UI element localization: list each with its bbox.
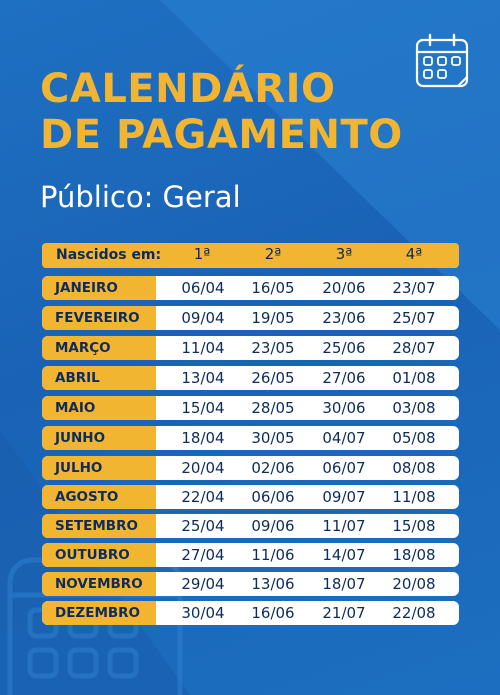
table-row: ABRIL 13/04 26/05 27/06 01/08: [42, 366, 459, 390]
date-cell: 04/07: [322, 429, 366, 447]
title-line-1: CALENDÁRIO: [40, 66, 336, 112]
date-cell: 06/06: [251, 488, 295, 506]
table-row: MAIO 15/04 28/05 30/06 03/08: [42, 396, 459, 420]
date-cell: 30/04: [181, 604, 225, 622]
date-cell: 09/07: [322, 488, 366, 506]
month-label: NOVEMBRO: [42, 572, 156, 596]
date-cell: 08/08: [392, 459, 436, 477]
date-cell: 09/06: [251, 517, 295, 535]
date-cell: 25/07: [392, 309, 436, 327]
date-cell: 30/05: [251, 429, 295, 447]
date-cell: 11/07: [322, 517, 366, 535]
header-label: Nascidos em:: [56, 247, 162, 263]
date-cell: 11/04: [181, 339, 225, 357]
date-cell: 18/04: [181, 429, 225, 447]
date-cell: 27/06: [322, 369, 366, 387]
table-row: OUTUBRO 27/04 11/06 14/07 18/08: [42, 543, 459, 567]
date-cell: 13/04: [181, 369, 225, 387]
table-row: SETEMBRO 25/04 09/06 11/07 15/08: [42, 514, 459, 538]
date-cell: 02/06: [251, 459, 295, 477]
table-header: Nascidos em: 1ª 2ª 3ª 4ª: [42, 243, 459, 268]
month-label: ABRIL: [42, 366, 156, 390]
table-row: JULHO 20/04 02/06 06/07 08/08: [42, 456, 459, 480]
date-cell: 25/06: [322, 339, 366, 357]
month-label: MARÇO: [42, 336, 156, 360]
header-col-1: 1ª: [193, 245, 211, 263]
date-cell: 27/04: [181, 546, 225, 564]
date-cell: 01/08: [392, 369, 436, 387]
date-cell: 06/07: [322, 459, 366, 477]
table-row: DEZEMBRO 30/04 16/06 21/07 22/08: [42, 601, 459, 625]
date-cell: 15/04: [181, 399, 225, 417]
month-label: SETEMBRO: [42, 514, 156, 538]
month-label: JANEIRO: [42, 276, 156, 300]
table-row: JANEIRO 06/04 16/05 20/06 23/07: [42, 276, 459, 300]
date-cell: 23/06: [322, 309, 366, 327]
date-cell: 05/08: [392, 429, 436, 447]
month-label: OUTUBRO: [42, 543, 156, 567]
date-cell: 14/07: [322, 546, 366, 564]
table-row: NOVEMBRO 29/04 13/06 18/07 20/08: [42, 572, 459, 596]
date-cell: 11/06: [251, 546, 295, 564]
date-cell: 03/08: [392, 399, 436, 417]
date-cell: 20/06: [322, 279, 366, 297]
date-cell: 25/04: [181, 517, 225, 535]
date-cell: 18/07: [322, 575, 366, 593]
month-label: AGOSTO: [42, 485, 156, 509]
month-label: JUNHO: [42, 426, 156, 450]
date-cell: 20/08: [392, 575, 436, 593]
header-col-4: 4ª: [405, 245, 423, 263]
date-cell: 20/04: [181, 459, 225, 477]
date-cell: 21/07: [322, 604, 366, 622]
month-label: FEVEREIRO: [42, 306, 156, 330]
date-cell: 23/07: [392, 279, 436, 297]
date-cell: 16/05: [251, 279, 295, 297]
header-col-3: 3ª: [335, 245, 353, 263]
table-row: AGOSTO 22/04 06/06 09/07 11/08: [42, 485, 459, 509]
table-row: MARÇO 11/04 23/05 25/06 28/07: [42, 336, 459, 360]
date-cell: 09/04: [181, 309, 225, 327]
date-cell: 28/07: [392, 339, 436, 357]
date-cell: 06/04: [181, 279, 225, 297]
month-label: DEZEMBRO: [42, 601, 156, 625]
table-row: JUNHO 18/04 30/05 04/07 05/08: [42, 426, 459, 450]
title-line-2: DE PAGAMENTO: [40, 112, 403, 158]
date-cell: 15/08: [392, 517, 436, 535]
date-cell: 19/05: [251, 309, 295, 327]
date-cell: 23/05: [251, 339, 295, 357]
calendar-icon: [415, 33, 469, 88]
header-col-2: 2ª: [264, 245, 282, 263]
date-cell: 11/08: [392, 488, 436, 506]
date-cell: 22/04: [181, 488, 225, 506]
date-cell: 16/06: [251, 604, 295, 622]
subtitle: Público: Geral: [40, 180, 241, 214]
page-title: CALENDÁRIO DE PAGAMENTO: [40, 66, 403, 158]
date-cell: 26/05: [251, 369, 295, 387]
date-cell: 28/05: [251, 399, 295, 417]
date-cell: 29/04: [181, 575, 225, 593]
month-label: JULHO: [42, 456, 156, 480]
date-cell: 13/06: [251, 575, 295, 593]
date-cell: 18/08: [392, 546, 436, 564]
date-cell: 30/06: [322, 399, 366, 417]
month-label: MAIO: [42, 396, 156, 420]
table-row: FEVEREIRO 09/04 19/05 23/06 25/07: [42, 306, 459, 330]
date-cell: 22/08: [392, 604, 436, 622]
